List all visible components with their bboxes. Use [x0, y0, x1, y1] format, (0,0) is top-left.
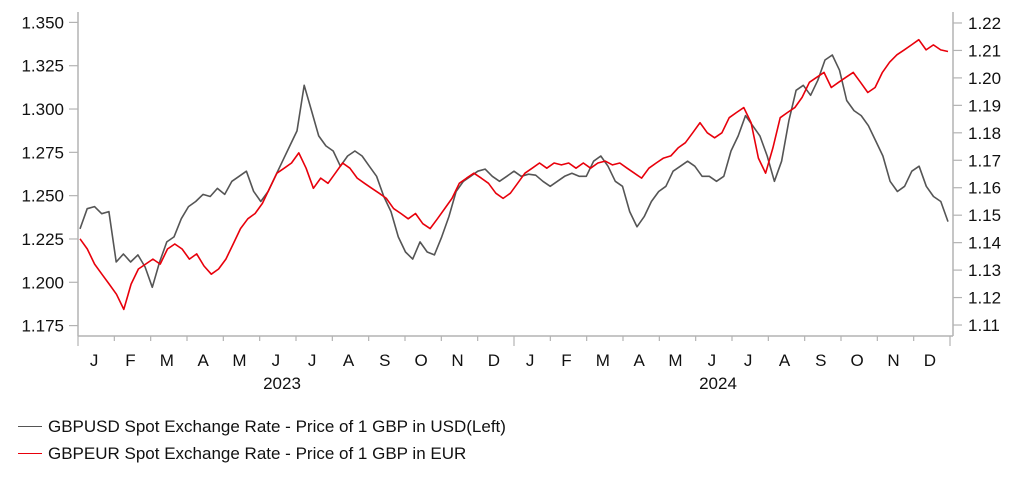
- left-y-axis: 1.175 1.200 1.225 1.250 1.275 1.300 1.325 1.350: [21, 12, 79, 336]
- x-month-label: J: [744, 351, 753, 370]
- x-month-label: J: [526, 351, 535, 370]
- left-tick-label: 1.225: [21, 230, 64, 249]
- legend: GBPUSD Spot Exchange Rate - Price of 1 G…: [18, 413, 506, 467]
- right-tick-label: 1.13: [968, 261, 1001, 280]
- x-month-label: D: [488, 351, 500, 370]
- left-tick-label: 1.300: [21, 100, 64, 119]
- x-month-label: M: [668, 351, 682, 370]
- right-tick-label: 1.16: [968, 179, 1001, 198]
- legend-item-gbpeur: GBPEUR Spot Exchange Rate - Price of 1 G…: [18, 440, 506, 467]
- x-month-label: O: [851, 351, 864, 370]
- x-axis: J F M A M J J A S O N D J F M A M J J A S O N D 2023 2024: [77, 335, 953, 393]
- right-tick-label: 1.11: [968, 316, 1000, 335]
- x-month-label: M: [596, 351, 610, 370]
- right-tick-label: 1.20: [968, 69, 1001, 88]
- left-tick-label: 1.325: [21, 57, 64, 76]
- x-month-label: J: [308, 351, 317, 370]
- x-month-label: D: [924, 351, 936, 370]
- right-tick-label: 1.21: [968, 41, 1001, 60]
- x-month-label: N: [451, 351, 463, 370]
- x-month-label: M: [160, 351, 174, 370]
- right-y-axis: 1.11 1.12 1.13 1.14 1.15 1.16 1.17 1.18 1.19 1.20…: [952, 12, 1001, 336]
- x-month-label: F: [561, 351, 571, 370]
- right-tick-label: 1.15: [968, 206, 1001, 225]
- x-month-label: J: [708, 351, 717, 370]
- x-month-label: O: [415, 351, 428, 370]
- x-month-label: S: [815, 351, 826, 370]
- right-tick-label: 1.12: [968, 289, 1001, 308]
- left-tick-label: 1.350: [21, 13, 64, 32]
- series-line-gbpeur: [79, 38, 949, 311]
- x-year-label: 2023: [263, 374, 301, 393]
- legend-swatch-gbpeur: [18, 453, 42, 454]
- left-tick-label: 1.275: [21, 143, 64, 162]
- x-month-label: J: [272, 351, 281, 370]
- legend-swatch-gbpusd: [18, 426, 42, 427]
- x-month-label: A: [633, 351, 645, 370]
- left-tick-label: 1.175: [21, 317, 64, 336]
- dual-axis-line-chart: 1.175 1.200 1.225 1.250 1.275 1.300 1.325 1.350…: [21, 12, 1001, 393]
- right-tick-label: 1.22: [968, 14, 1001, 33]
- x-month-label: A: [779, 351, 791, 370]
- x-month-label: N: [887, 351, 899, 370]
- series-line-gbpusd: [79, 54, 949, 289]
- right-tick-label: 1.14: [968, 234, 1001, 253]
- legend-label-gbpusd: GBPUSD Spot Exchange Rate - Price of 1 G…: [48, 416, 506, 436]
- x-month-label: F: [125, 351, 135, 370]
- x-month-label: A: [343, 351, 355, 370]
- left-tick-label: 1.250: [21, 187, 64, 206]
- right-tick-label: 1.18: [968, 124, 1001, 143]
- right-tick-label: 1.19: [968, 96, 1001, 115]
- x-year-label: 2024: [699, 374, 737, 393]
- x-month-label: S: [379, 351, 390, 370]
- x-month-label: J: [90, 351, 99, 370]
- series-layer: [79, 38, 949, 311]
- x-month-label: M: [232, 351, 246, 370]
- legend-item-gbpusd: GBPUSD Spot Exchange Rate - Price of 1 G…: [18, 413, 506, 440]
- right-tick-label: 1.17: [968, 151, 1001, 170]
- legend-label-gbpeur: GBPEUR Spot Exchange Rate - Price of 1 G…: [48, 443, 467, 463]
- x-month-label: A: [197, 351, 209, 370]
- left-tick-label: 1.200: [21, 273, 64, 292]
